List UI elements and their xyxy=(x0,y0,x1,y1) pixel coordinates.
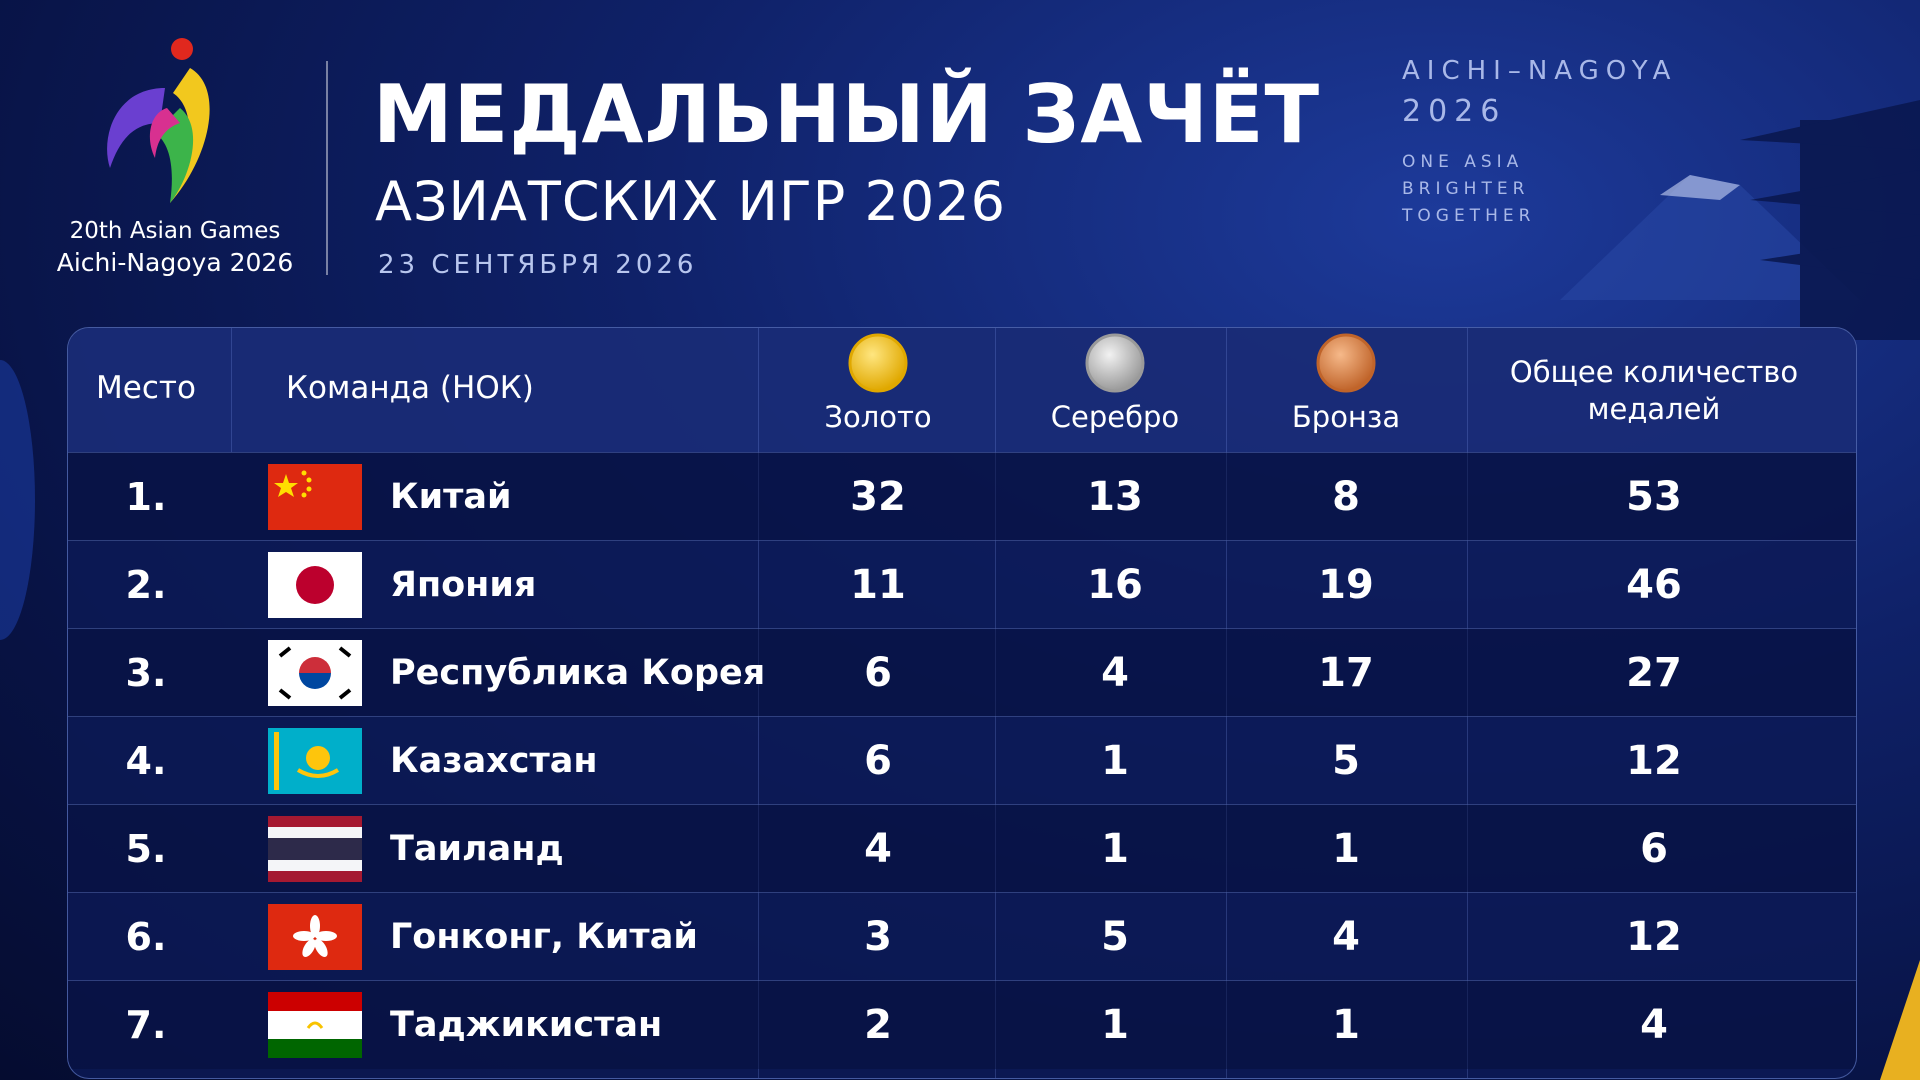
medal-count: 46 xyxy=(1626,562,1682,608)
team-name: Республика Корея xyxy=(390,653,766,693)
column-divider xyxy=(758,328,759,1078)
medal-count: 1 xyxy=(1101,1002,1129,1048)
rank: 6. xyxy=(125,915,167,959)
medal-count: 12 xyxy=(1626,738,1682,784)
team-name: Таиланд xyxy=(390,829,564,869)
tag-city: AICHI–NAGOYA xyxy=(1402,56,1678,86)
medal-icon xyxy=(1316,333,1376,393)
medal-count: 27 xyxy=(1626,650,1682,696)
column-header: Золото xyxy=(824,400,932,434)
medal-count: 8 xyxy=(1332,474,1360,520)
table-row: 4. Казахстан 6 1 5 12 xyxy=(68,716,1856,805)
medal-count: 4 xyxy=(1332,914,1360,960)
table-row: 7. Таджикистан 2 1 1 4 xyxy=(68,980,1856,1069)
medal-table: Место Команда (НОК) Золото Серебро Бронза Общ… xyxy=(67,327,1857,1079)
medal-icon xyxy=(848,333,908,393)
medal-count: 32 xyxy=(850,474,906,520)
medal-count: 1 xyxy=(1332,826,1360,872)
title: МЕДАЛЬНЫЙ ЗАЧЁТ xyxy=(373,68,1321,161)
medal-count: 11 xyxy=(850,562,906,608)
medal-count: 17 xyxy=(1318,650,1374,696)
team-name: Гонконг, Китай xyxy=(390,917,698,957)
subtitle: АЗИАТСКИХ ИГР 2026 xyxy=(375,170,1006,233)
table-row: 1. Китай 32 13 8 53 xyxy=(68,452,1856,541)
rank: 5. xyxy=(125,827,167,871)
column-divider xyxy=(1226,328,1227,1078)
motto: BRIGHTER xyxy=(1402,179,1530,199)
medal-count: 6 xyxy=(1640,826,1668,872)
column-divider xyxy=(995,328,996,1078)
table-row: 2. Япония 11 16 19 46 xyxy=(68,540,1856,629)
flag xyxy=(268,552,362,618)
table-row: 6. Гонконг, Китай 3 5 4 12 xyxy=(68,892,1856,981)
flag xyxy=(268,992,362,1058)
medal-icon xyxy=(1085,333,1145,393)
medal-count: 1 xyxy=(1332,1002,1360,1048)
medal-count: 16 xyxy=(1087,562,1143,608)
medal-count: 6 xyxy=(864,650,892,696)
medal-count: 1 xyxy=(1101,738,1129,784)
column-header: Общее количество медалей xyxy=(1509,355,1799,426)
divider xyxy=(326,61,328,275)
column-divider xyxy=(231,328,232,452)
medal-count: 5 xyxy=(1101,914,1129,960)
table-row: 3. Республика Корея 6 4 17 27 xyxy=(68,628,1856,717)
medal-count: 4 xyxy=(1101,650,1129,696)
rank: 1. xyxy=(125,475,167,519)
medal-count: 4 xyxy=(1640,1002,1668,1048)
medal-count: 2 xyxy=(864,1002,892,1048)
column-header: Команда (НОК) xyxy=(286,370,534,406)
team-name: Таджикистан xyxy=(390,1005,663,1045)
logo-mark xyxy=(107,38,210,203)
medal-count: 4 xyxy=(864,826,892,872)
rank: 7. xyxy=(125,1003,167,1047)
logo-line: 20th Asian Games xyxy=(69,218,281,244)
medal-count: 19 xyxy=(1318,562,1374,608)
column-header: Место xyxy=(96,370,196,406)
motto: ONE ASIA xyxy=(1402,152,1524,172)
team-name: Япония xyxy=(390,565,537,605)
medal-count: 12 xyxy=(1626,914,1682,960)
team-name: Китай xyxy=(390,477,512,517)
table-row: 5. Таиланд 4 1 1 6 xyxy=(68,804,1856,893)
medal-count: 53 xyxy=(1626,474,1682,520)
motto: TOGETHER xyxy=(1402,206,1536,226)
medal-count: 13 xyxy=(1087,474,1143,520)
tag-year: 2026 xyxy=(1402,94,1507,129)
rank: 4. xyxy=(125,739,167,783)
flag xyxy=(268,904,362,970)
team-name: Казахстан xyxy=(390,741,598,781)
table-header: Место Команда (НОК) Золото Серебро Бронза Общ… xyxy=(68,328,1856,452)
rank: 3. xyxy=(125,651,167,695)
medal-count: 5 xyxy=(1332,738,1360,784)
date: 23 СЕНТЯБРЯ 2026 xyxy=(378,250,698,280)
flag xyxy=(268,816,362,882)
flag xyxy=(268,728,362,794)
flag xyxy=(268,640,362,706)
column-header: Бронза xyxy=(1291,400,1401,434)
medal-count: 6 xyxy=(864,738,892,784)
medal-count: 3 xyxy=(864,914,892,960)
logo-line: Aichi-Nagoya 2026 xyxy=(56,248,294,277)
medal-count: 1 xyxy=(1101,826,1129,872)
column-header: Серебро xyxy=(1050,400,1180,434)
rank: 2. xyxy=(125,563,167,607)
flag xyxy=(268,464,362,530)
column-divider xyxy=(1467,328,1468,1078)
